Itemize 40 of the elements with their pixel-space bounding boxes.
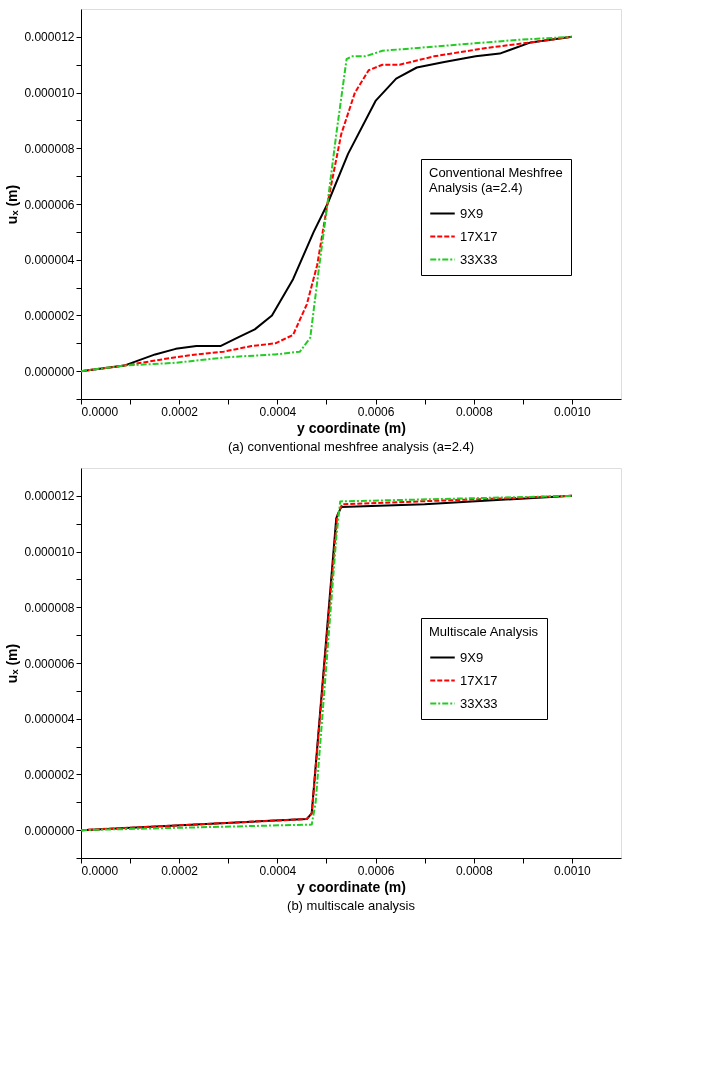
y-tick-label: 0.000002 bbox=[24, 767, 75, 782]
y-tick-label: 0.000010 bbox=[24, 545, 75, 560]
text: (a) conventional meshfree analysis (a=2.4) bbox=[227, 439, 475, 454]
x-tick-label: 0.0006 bbox=[357, 863, 395, 878]
y-axis-title: uₓ (m) bbox=[4, 643, 21, 684]
y-tick-label: 0.000006 bbox=[24, 197, 75, 212]
y-tick-label: 0.000008 bbox=[24, 141, 75, 156]
y-tick-label: 0.000008 bbox=[24, 600, 75, 615]
y-tick-label: 0.000004 bbox=[24, 253, 75, 268]
x-tick-label: 0.0010 bbox=[554, 863, 592, 878]
y-tick-label: 0.000000 bbox=[24, 364, 75, 379]
legend-label: 33X33 bbox=[460, 251, 498, 267]
y-tick-label: 0.000006 bbox=[24, 656, 75, 671]
x-tick-label: 0.0002 bbox=[161, 404, 199, 419]
y-tick-label: 0.000000 bbox=[24, 823, 75, 838]
x-tick-label: 0.0000 bbox=[81, 863, 119, 878]
legend-label: 33X33 bbox=[460, 695, 498, 711]
legend-label: 17X17 bbox=[460, 672, 498, 688]
x-tick-label: 0.0006 bbox=[357, 404, 395, 419]
x-tick-label: 0.0000 bbox=[81, 404, 119, 419]
y-axis-title: uₓ (m) bbox=[4, 184, 21, 225]
x-tick-label: 0.0008 bbox=[455, 863, 493, 878]
y-tick-label: 0.000002 bbox=[24, 308, 75, 323]
legend-label: 9X9 bbox=[460, 205, 484, 221]
y-tick-label: 0.000012 bbox=[24, 489, 75, 504]
legend-title: Conventional Meshfree Analysis (a=2.4) bbox=[429, 165, 563, 195]
y-tick-label: 0.000004 bbox=[24, 712, 75, 727]
x-axis-title: y coordinate (m) bbox=[297, 878, 406, 895]
x-axis-title: y coordinate (m) bbox=[297, 419, 406, 436]
text: (b) multiscale analysis bbox=[287, 898, 416, 913]
legend-label: 17X17 bbox=[460, 228, 498, 244]
x-tick-label: 0.0004 bbox=[259, 404, 297, 419]
legend-title: Multiscale Analysis bbox=[429, 624, 539, 639]
x-tick-label: 0.0004 bbox=[259, 863, 297, 878]
y-tick-label: 0.000012 bbox=[24, 30, 75, 45]
x-tick-label: 0.0002 bbox=[161, 863, 199, 878]
x-tick-label: 0.0010 bbox=[554, 404, 592, 419]
x-tick-label: 0.0008 bbox=[455, 404, 493, 419]
legend-label: 9X9 bbox=[460, 649, 484, 665]
y-tick-label: 0.000010 bbox=[24, 86, 75, 101]
